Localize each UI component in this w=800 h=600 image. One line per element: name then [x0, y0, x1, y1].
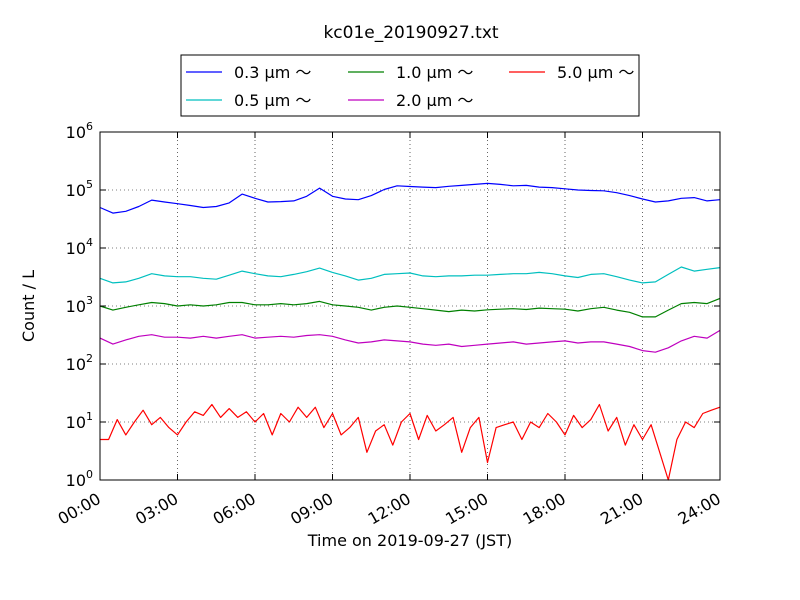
y-tick-label: 103 — [66, 294, 93, 316]
y-tick-label: 102 — [66, 352, 93, 374]
y-tick-label: 106 — [66, 120, 93, 142]
legend: 0.3 μm ～ 0.5 μm ～ 1.0 μm ～ 2.0 μm ～ 5.0 μm ～ — [180, 54, 640, 117]
legend-box — [180, 54, 640, 117]
y-tick-label: 101 — [66, 410, 93, 432]
series-line — [99, 297, 721, 318]
y-axis-label: Count / L — [19, 270, 38, 342]
chart-title: kc01e_20190927.txt — [323, 23, 498, 43]
series-line — [100, 403, 721, 481]
series-line — [99, 329, 721, 353]
legend-label: 2.0 μm ～ — [396, 91, 473, 110]
grid-lines — [100, 132, 720, 480]
legend-label: 5.0 μm ～ — [557, 63, 634, 82]
legend-label: 0.5 μm ～ — [234, 91, 311, 110]
series-line — [99, 266, 721, 284]
y-axis: 100 101 102 103 104 105 106 — [66, 120, 720, 490]
y-tick-label: 105 — [66, 178, 93, 200]
legend-label: 1.0 μm ～ — [396, 63, 473, 82]
y-tick-label: 104 — [66, 236, 93, 258]
legend-label: 0.3 μm ～ — [234, 63, 311, 82]
y-tick-label: 100 — [66, 468, 93, 490]
series-line — [99, 182, 721, 214]
plot-area — [99, 182, 721, 481]
x-axis-label: Time on 2019-09-27 (JST) — [307, 531, 512, 550]
